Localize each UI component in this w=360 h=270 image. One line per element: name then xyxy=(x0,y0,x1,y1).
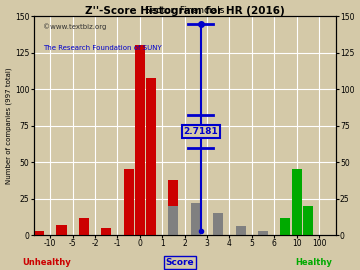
Text: 2.7181: 2.7181 xyxy=(183,127,218,136)
Bar xyxy=(213,223,223,235)
Bar xyxy=(303,206,313,235)
Text: Unhealthy: Unhealthy xyxy=(22,258,71,267)
Bar xyxy=(280,218,291,235)
Bar xyxy=(101,228,111,235)
Bar xyxy=(123,221,134,235)
Text: Sector: Financials: Sector: Financials xyxy=(145,6,224,15)
Bar xyxy=(146,77,156,235)
Text: Score: Score xyxy=(166,258,194,267)
Bar xyxy=(292,170,302,235)
Bar xyxy=(168,180,179,235)
Title: Z''-Score Histogram for HR (2016): Z''-Score Histogram for HR (2016) xyxy=(85,6,284,16)
Bar xyxy=(57,225,67,235)
Y-axis label: Number of companies (997 total): Number of companies (997 total) xyxy=(5,68,12,184)
Bar xyxy=(135,46,145,235)
Bar xyxy=(280,231,291,235)
Text: Healthy: Healthy xyxy=(295,258,332,267)
Bar xyxy=(191,203,201,235)
Bar xyxy=(168,206,179,235)
Bar xyxy=(123,170,134,235)
Bar xyxy=(235,228,246,235)
Bar xyxy=(258,231,268,235)
Bar xyxy=(235,226,246,235)
Bar xyxy=(146,155,156,235)
Bar xyxy=(213,213,223,235)
Bar xyxy=(79,218,89,235)
Text: The Research Foundation of SUNY: The Research Foundation of SUNY xyxy=(42,45,161,51)
Bar xyxy=(34,231,44,235)
Bar xyxy=(191,210,201,235)
Bar xyxy=(101,231,111,235)
Text: ©www.textbiz.org: ©www.textbiz.org xyxy=(42,23,106,30)
Bar xyxy=(57,234,67,235)
Bar xyxy=(79,228,89,235)
